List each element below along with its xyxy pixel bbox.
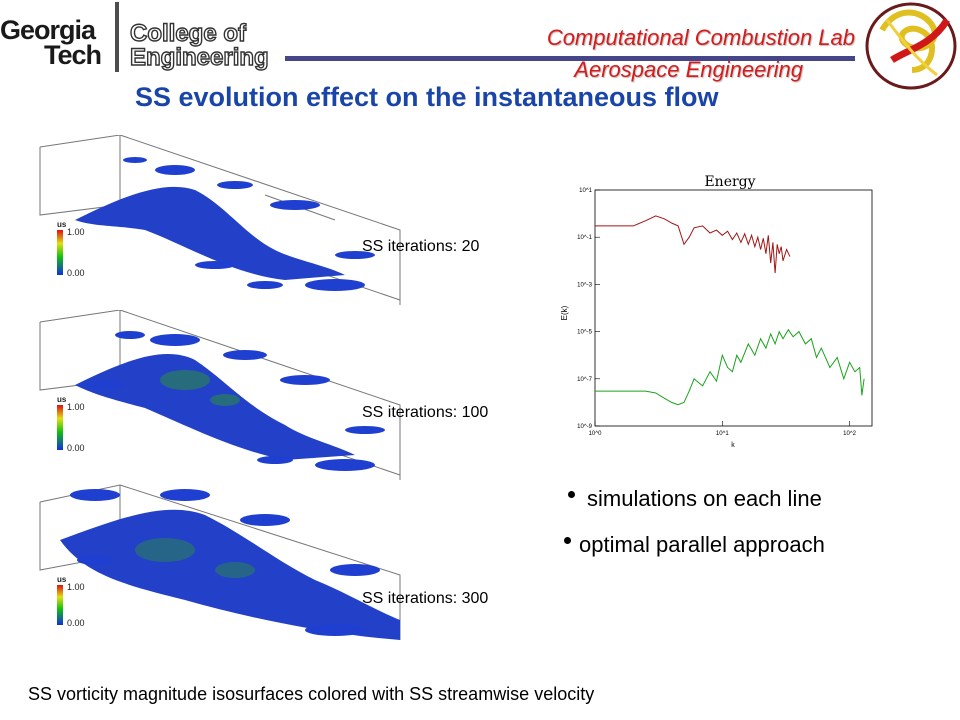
bullet-item: simulations on each line (568, 484, 825, 530)
department-name: Aerospace Engineering (574, 57, 803, 82)
legend-title: us (57, 220, 67, 229)
y-tick-label: 10^-9 (577, 424, 592, 430)
logo-line-georgia: Georgia (0, 15, 96, 45)
energy-chart-svg: Energy k E(k) 10^0 10^1 10^2 10^1 10^-1 10^-3… (560, 174, 873, 449)
legend-title: us (57, 395, 67, 404)
legend-min: 0.00 (67, 268, 85, 278)
panel-label-20: SS iterations: 20 (362, 238, 480, 255)
bullet-dot-icon (568, 490, 575, 498)
series-line-0 (595, 215, 791, 274)
plot-frame (594, 189, 873, 427)
flow-panel-300: us 1.00 0.00 (35, 480, 405, 650)
legend-min: 0.00 (67, 618, 85, 628)
flow-panel-100: us 1.00 0.00 (35, 309, 405, 480)
y-axis-label: E(k) (560, 305, 569, 320)
x-tick-label: 10^1 (716, 431, 729, 437)
y-tick-label: 10^-1 (577, 235, 592, 241)
chart-title: Energy (704, 174, 755, 190)
y-tick-label: 10^-3 (577, 282, 592, 288)
flame-emblem-icon (865, 2, 957, 90)
y-tick-label: 10^-7 (577, 377, 592, 383)
legend-min: 0.00 (67, 443, 85, 453)
header-rule (285, 56, 855, 61)
bullet-list: simulations on each line optimal paralle… (564, 484, 825, 576)
isosurface-plot: us 1.00 0.00 (39, 484, 401, 640)
flow-panel-20: us 1.00 0.00 (35, 134, 405, 305)
color-legend (57, 405, 63, 450)
slide-caption: SS vorticity magnitude isosurfaces color… (28, 684, 595, 704)
college-line-1: College of (129, 20, 247, 47)
color-legend (57, 230, 63, 275)
x-tick-label: 10^2 (843, 431, 856, 437)
bullet-text: simulations on each line (587, 486, 822, 511)
panel-label-100: SS iterations: 100 (362, 404, 489, 421)
bullet-text: optimal parallel approach (579, 532, 825, 557)
legend-title: us (57, 575, 67, 584)
x-axis-label: k (731, 442, 735, 449)
college-of-engineering-logo: College of Engineering (129, 20, 269, 71)
isosurface-plot: us 1.00 0.00 (39, 309, 401, 480)
bullet-item: optimal parallel approach (564, 530, 825, 576)
legend-max: 1.00 (67, 402, 85, 412)
lab-name: Computational Combustion Lab (546, 25, 855, 50)
legend-max: 1.00 (67, 582, 85, 592)
color-legend (57, 585, 63, 625)
college-line-2: Engineering (129, 44, 269, 71)
y-tick-label: 10^1 (579, 188, 592, 194)
energy-spectrum-chart: Energy k E(k) 10^0 10^1 10^2 10^1 10^-1 10^-3… (555, 168, 885, 453)
logo-line-tech: Tech (44, 40, 102, 70)
bullet-dot-icon (564, 536, 571, 544)
isosurface-plot: us 1.00 0.00 (39, 134, 401, 305)
x-tick-label: 10^0 (589, 431, 602, 437)
legend-max: 1.00 (67, 227, 85, 237)
logo-divider (115, 2, 119, 72)
series-line-1 (595, 328, 865, 406)
panel-label-300: SS iterations: 300 (362, 590, 489, 607)
y-tick-label: 10^-5 (577, 330, 592, 336)
georgia-tech-logo: Georgia Tech (0, 15, 102, 70)
slide-title: SS evolution effect on the instantaneous… (135, 82, 719, 112)
